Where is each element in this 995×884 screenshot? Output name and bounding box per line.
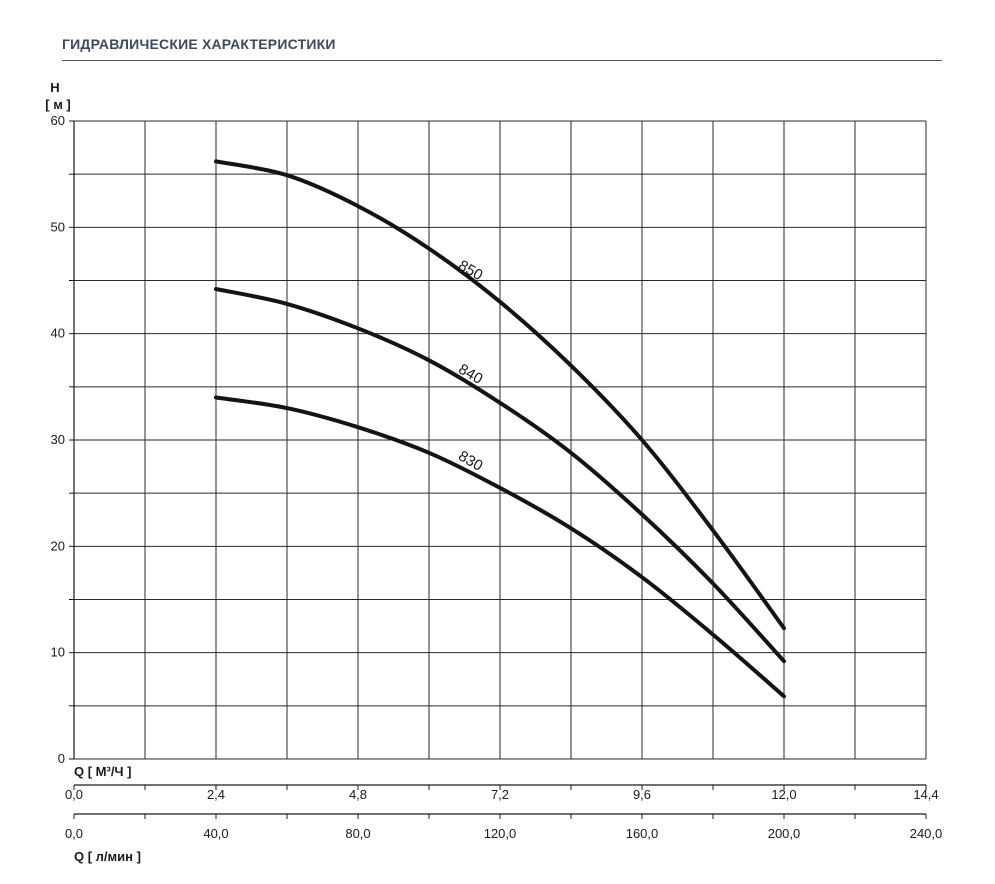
x-primary-tick-label: 14,4: [913, 787, 938, 802]
y-tick-label: 40: [51, 326, 65, 341]
y-tick-label: 30: [51, 432, 65, 447]
y-tick-label: 20: [51, 538, 65, 553]
curve-830: [214, 395, 786, 699]
x-primary-tick-label: 12,0: [771, 787, 796, 802]
x-axis-secondary-label: Q [ л/мин ]: [74, 849, 141, 864]
x-secondary-tick-label: 80,0: [345, 826, 370, 841]
y-axis-unit: [ м ]: [45, 97, 71, 112]
y-tick-label: 60: [51, 113, 65, 128]
x-secondary-tick-label: 240,0: [910, 826, 943, 841]
curve-label-840: 840: [455, 361, 485, 388]
x-primary-tick-label: 9,6: [633, 787, 651, 802]
x-secondary-tick-label: 120,0: [484, 826, 517, 841]
x-secondary-tick-label: 200,0: [768, 826, 801, 841]
title-divider: [62, 60, 942, 61]
y-tick-label: 10: [51, 645, 65, 660]
x-primary-tick-label: 7,2: [491, 787, 509, 802]
x-secondary-tick-label: 160,0: [626, 826, 659, 841]
curve-850: [214, 159, 786, 631]
y-axis-name: H: [50, 80, 59, 95]
grid: [73, 120, 927, 760]
x-axis-primary-label: Q [ М³/Ч ]: [74, 764, 132, 779]
x-primary-tick-label: 0,0: [65, 787, 83, 802]
x-primary-tick-label: 2,4: [207, 787, 225, 802]
curve-label-830: 830: [455, 448, 485, 475]
chart-section-title: ГИДРАВЛИЧЕСКИЕ ХАРАКТЕРИСТИКИ: [62, 36, 336, 52]
y-tick-label: 50: [51, 219, 65, 234]
x-secondary-tick-label: 40,0: [203, 826, 228, 841]
axes: H [ м ] Q [ М³/Ч ] Q [ л/мин ] 0 10 20 30 40…: [45, 80, 942, 864]
x-primary-tick-label: 4,8: [349, 787, 367, 802]
curve-840: [214, 287, 786, 664]
y-tick-label: 0: [58, 751, 65, 766]
x-secondary-tick-label: 0,0: [65, 826, 83, 841]
